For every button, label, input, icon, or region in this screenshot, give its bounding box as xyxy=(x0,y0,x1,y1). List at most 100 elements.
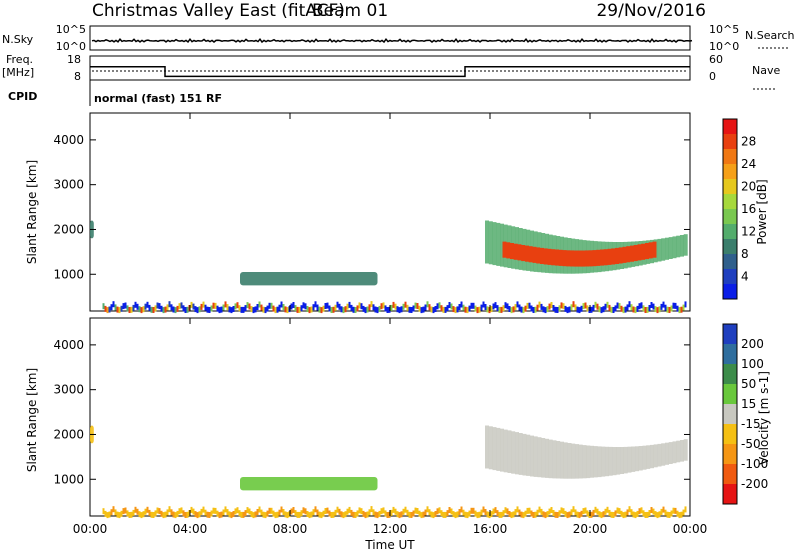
velocity-colorbar: 200 100 50 15 -15 -50 -100 -200 xyxy=(722,323,768,505)
near-cell xyxy=(266,510,269,517)
near-cell xyxy=(328,305,331,312)
velocity-panel: 1000 2000 3000 4000 Slant Range [km] 200 100… xyxy=(25,317,771,519)
near-cell xyxy=(404,301,407,308)
near-cell xyxy=(166,304,169,311)
near-cell xyxy=(248,508,251,515)
near-cell xyxy=(680,511,683,518)
near-cell xyxy=(474,305,477,312)
near-cell xyxy=(416,508,419,514)
near-cell xyxy=(548,508,551,515)
near-cell xyxy=(168,506,171,513)
near-cell xyxy=(326,507,329,514)
near-cell xyxy=(368,304,371,311)
near-cell xyxy=(600,307,603,314)
near-cell xyxy=(592,509,595,516)
near-cell xyxy=(670,510,673,517)
near-cell xyxy=(252,512,255,519)
near-cell xyxy=(422,511,425,518)
near-cell xyxy=(494,302,497,309)
near-cell xyxy=(506,303,509,310)
x-tick-label: 00:00 xyxy=(673,522,708,536)
near-cell xyxy=(396,306,399,313)
near-cell xyxy=(258,301,261,308)
near-cell xyxy=(272,305,275,312)
near-cell xyxy=(408,511,411,518)
near-cell xyxy=(436,303,439,310)
near-cell xyxy=(662,506,665,513)
near-cell xyxy=(312,509,315,516)
core-cell xyxy=(532,246,537,263)
band-cell xyxy=(526,434,531,476)
near-cell xyxy=(486,306,489,313)
near-cell xyxy=(124,302,127,309)
near-cell xyxy=(212,302,215,309)
near-cell xyxy=(400,511,403,518)
power-colorbar-label: Power [dB] xyxy=(755,179,769,244)
near-cell xyxy=(178,508,181,515)
near-cell xyxy=(322,510,325,517)
near-cell xyxy=(184,307,187,313)
near-cell xyxy=(560,302,563,309)
near-cell xyxy=(250,511,253,518)
power-ylabel: Slant Range [km] xyxy=(25,160,39,264)
colorbar-cell xyxy=(723,424,737,445)
near-cell xyxy=(482,506,485,513)
near-cell xyxy=(620,510,623,517)
colorbar-tick-label: 20 xyxy=(741,180,756,194)
near-cell xyxy=(180,507,183,514)
freq-frame xyxy=(89,55,691,81)
colorbar-frame xyxy=(722,323,738,505)
near-cell xyxy=(152,512,155,518)
near-cell xyxy=(650,507,653,513)
near-cell xyxy=(382,302,385,309)
near-cell xyxy=(598,511,601,518)
near-cell xyxy=(276,511,279,518)
near-cell xyxy=(552,305,555,311)
x-tick-label: 08:00 xyxy=(273,522,308,536)
near-cell xyxy=(510,307,513,314)
nsky-panel: N.Sky 10^5 10^0 10^5 10^0 N.Search xyxy=(2,23,795,53)
freq-trace xyxy=(90,66,690,78)
near-cell xyxy=(662,301,665,308)
near-cell xyxy=(374,511,377,518)
near-cell xyxy=(118,512,121,519)
near-cell xyxy=(428,509,431,516)
core-cell xyxy=(551,249,556,266)
near-cell xyxy=(386,512,389,518)
near-cell xyxy=(198,511,201,518)
x-tick-label: 16:00 xyxy=(473,522,508,536)
colorbar-tick-label: 12 xyxy=(741,225,756,239)
near-cell xyxy=(672,507,675,514)
near-cell xyxy=(170,509,173,516)
near-cell xyxy=(654,511,657,518)
colorbar-cell xyxy=(723,134,737,150)
near-cell xyxy=(224,301,227,308)
band-cell xyxy=(518,433,523,475)
core-cell xyxy=(558,249,563,266)
near-cell xyxy=(328,510,331,517)
near-cell xyxy=(202,506,205,513)
band-cell xyxy=(590,445,594,478)
colorbar-cell xyxy=(723,444,737,465)
near-cell xyxy=(230,512,233,519)
colorbar-cell xyxy=(723,364,737,385)
near-cell xyxy=(160,305,163,312)
colorbar-cell xyxy=(723,269,737,285)
near-cell xyxy=(226,509,229,516)
x-tick-label: 00:00 xyxy=(73,522,108,536)
core-cell xyxy=(543,248,548,265)
near-cell xyxy=(340,306,343,313)
band-cell xyxy=(665,237,669,260)
near-cell xyxy=(520,306,523,313)
near-cell xyxy=(256,509,259,515)
near-cell xyxy=(406,509,409,516)
near-cell xyxy=(200,508,203,515)
near-cell xyxy=(240,511,243,518)
near-cell xyxy=(490,511,493,518)
near-cell xyxy=(192,303,195,310)
band-cell xyxy=(608,446,613,476)
near-cell xyxy=(522,512,525,519)
near-cell xyxy=(102,508,105,515)
near-cell xyxy=(162,512,165,519)
